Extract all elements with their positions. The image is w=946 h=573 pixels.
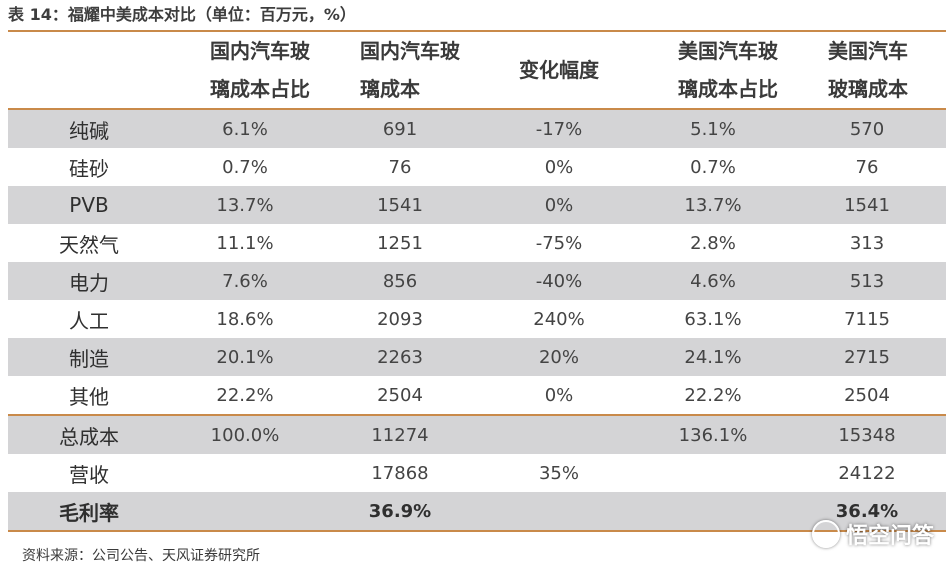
cn-share-cell: 22.2%	[216, 384, 274, 406]
change-cell: -17%	[480, 109, 638, 148]
table-row: 纯碱 6.1% 691 -17% 5.1% 570	[8, 109, 946, 148]
us-cost-cell: 313	[849, 232, 885, 254]
table-row: 电力 7.6% 856 -40% 4.6% 513	[8, 262, 946, 300]
us-cost-cell: 15348	[788, 415, 946, 454]
us-cost-cell: 2504	[844, 384, 890, 406]
us-share-cell: 24.1%	[638, 338, 788, 376]
cn-cost-cell: 856	[320, 262, 480, 300]
row-label: 营收	[69, 462, 109, 487]
cn-cost-cell: 691	[320, 109, 480, 148]
row-label: PVB	[8, 186, 170, 224]
change-cell	[480, 492, 638, 531]
us-cost-cell: 76	[855, 156, 879, 178]
us-share-cell: 5.1%	[638, 109, 788, 148]
change-cell: -40%	[480, 262, 638, 300]
us-cost-cell: 570	[788, 109, 946, 148]
table-row: 制造 20.1% 2263 20% 24.1% 2715	[8, 338, 946, 376]
cn-cost-cell: 11274	[320, 415, 480, 454]
us-cost-cell: 7115	[844, 308, 890, 330]
us-share-cell: 136.1%	[638, 415, 788, 454]
row-label: 硅砂	[69, 156, 109, 181]
us-share-cell: 13.7%	[638, 186, 788, 224]
cn-cost-cell: 1251	[377, 232, 423, 254]
cn-share-cell: 13.7%	[170, 186, 320, 224]
header-cn-share: 国内汽车玻 璃成本占比	[210, 39, 310, 101]
cn-share-cell: 0.7%	[222, 156, 268, 178]
header-row: 国内汽车玻 璃成本占比 国内汽车玻 璃成本 变化幅度 美国汽车玻 璃成本占比 美…	[8, 32, 946, 109]
cn-cost-cell: 2093	[377, 308, 423, 330]
us-cost-cell: 24122	[838, 462, 896, 484]
row-label: 人工	[69, 308, 109, 333]
header-us-share: 美国汽车玻 璃成本占比	[678, 39, 778, 101]
us-cost-cell: 2715	[788, 338, 946, 376]
us-cost-cell: 1541	[788, 186, 946, 224]
change-cell: -75%	[535, 232, 583, 254]
change-cell: 20%	[480, 338, 638, 376]
header-cn-cost: 国内汽车玻 璃成本	[360, 39, 460, 101]
us-share-cell	[638, 454, 788, 492]
cn-share-cell: 6.1%	[170, 109, 320, 148]
us-share-cell: 2.8%	[690, 232, 736, 254]
row-label: 纯碱	[8, 109, 170, 148]
cn-share-cell: 7.6%	[170, 262, 320, 300]
table-row: 硅砂 0.7% 76 0% 0.7% 76	[8, 148, 946, 186]
chat-bubble-icon	[811, 520, 840, 548]
table-row: 营收 17868 35% 24122	[8, 454, 946, 492]
top-rule	[8, 30, 946, 32]
row-label: 制造	[8, 338, 170, 376]
change-cell: 35%	[538, 462, 579, 484]
change-cell: 0%	[544, 156, 574, 178]
cn-cost-cell: 36.9%	[320, 492, 480, 531]
row-label: 其他	[69, 384, 109, 409]
cn-cost-cell: 76	[388, 156, 412, 178]
header-change: 变化幅度	[519, 58, 599, 82]
table-row: 其他 22.2% 2504 0% 22.2% 2504	[8, 376, 946, 415]
us-cost-cell: 513	[788, 262, 946, 300]
change-cell: 0%	[544, 384, 574, 406]
cn-share-cell: 11.1%	[216, 232, 274, 254]
us-share-cell: 0.7%	[690, 156, 736, 178]
cn-cost-cell: 1541	[320, 186, 480, 224]
cn-cost-cell: 2263	[320, 338, 480, 376]
change-cell	[480, 415, 638, 454]
table-row: 天然气 11.1% 1251 -75% 2.8% 313	[8, 224, 946, 262]
header-blank	[8, 32, 170, 109]
cn-share-cell: 100.0%	[170, 415, 320, 454]
table-row: PVB 13.7% 1541 0% 13.7% 1541	[8, 186, 946, 224]
us-share-cell	[638, 492, 788, 531]
watermark: 悟空问答	[811, 518, 934, 550]
change-cell: 0%	[480, 186, 638, 224]
table-row: 人工 18.6% 2093 240% 63.1% 7115	[8, 300, 946, 338]
row-label: 毛利率	[8, 492, 170, 531]
cn-share-cell	[170, 454, 320, 492]
watermark-text: 悟空问答	[845, 524, 934, 549]
change-cell: 240%	[533, 308, 585, 330]
us-share-cell: 22.2%	[684, 384, 742, 406]
row-label: 天然气	[59, 232, 119, 257]
cn-cost-cell: 2504	[377, 384, 423, 406]
cn-cost-cell: 17868	[371, 462, 429, 484]
cn-share-cell: 18.6%	[216, 308, 274, 330]
row-label: 电力	[8, 262, 170, 300]
table-title: 表 14：福耀中美成本对比（单位：百万元，%）	[8, 5, 356, 24]
cn-share-cell: 20.1%	[170, 338, 320, 376]
cost-comparison-table: 国内汽车玻 璃成本占比 国内汽车玻 璃成本 变化幅度 美国汽车玻 璃成本占比 美…	[8, 32, 946, 532]
table-row: 总成本 100.0% 11274 136.1% 15348	[8, 415, 946, 454]
us-share-cell: 4.6%	[638, 262, 788, 300]
table-row: 毛利率 36.9% 36.4%	[8, 492, 946, 531]
us-share-cell: 63.1%	[684, 308, 742, 330]
row-label: 总成本	[8, 415, 170, 454]
cn-share-cell	[170, 492, 320, 531]
source-note: 资料来源：公司公告、天风证券研究所	[22, 548, 260, 564]
header-us-cost: 美国汽车 玻璃成本	[828, 39, 908, 101]
